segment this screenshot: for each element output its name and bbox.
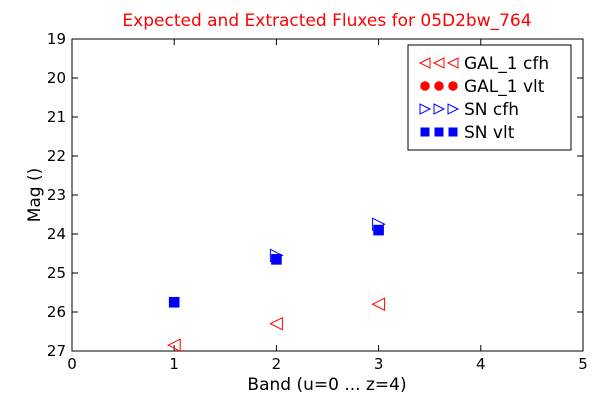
x-tick-label: 2 xyxy=(272,355,282,373)
x-tick-label: 3 xyxy=(374,355,384,373)
x-axis-label: Band (u=0 ... z=4) xyxy=(247,375,406,395)
legend-marker-square xyxy=(420,127,430,137)
data-point-triangle-left xyxy=(371,297,386,312)
y-tick-label: 25 xyxy=(47,264,66,282)
y-tick-label: 20 xyxy=(47,69,66,87)
legend-label: GAL_1 cfh xyxy=(464,54,549,74)
legend-marker-triangle-right xyxy=(433,103,446,115)
data-point-square xyxy=(373,224,384,236)
y-tick-label: 19 xyxy=(47,30,66,48)
x-tick-label: 5 xyxy=(578,355,588,373)
y-tick-label: 27 xyxy=(47,342,66,360)
y-tick-label: 21 xyxy=(47,108,66,126)
data-point-square xyxy=(168,296,180,308)
x-tick-label: 1 xyxy=(169,355,179,373)
y-tick-label: 22 xyxy=(47,147,66,165)
x-tick-label: 0 xyxy=(67,355,77,373)
y-tick-label: 26 xyxy=(47,303,66,321)
legend-marker-triangle-left xyxy=(446,57,459,69)
legend-marker-triangle-right xyxy=(419,103,432,115)
y-axis-label: Mag () xyxy=(25,168,45,223)
data-point-triangle-left xyxy=(167,338,181,352)
legend-marker-triangle-left xyxy=(418,57,431,69)
data-point-triangle-left xyxy=(269,316,283,331)
legend-label: SN cfh xyxy=(464,100,519,120)
legend-label: GAL_1 vlt xyxy=(464,77,545,97)
legend-marker-circle xyxy=(448,81,458,91)
legend-marker-circle xyxy=(434,81,444,91)
data-point-square xyxy=(271,254,282,265)
legend-label: SN vlt xyxy=(464,123,515,143)
data-marks xyxy=(167,217,386,352)
chart-title: Expected and Extracted Fluxes for 05D2bw… xyxy=(122,11,531,31)
legend: GAL_1 cfh GAL_1 vlt SN cfh SN vlt xyxy=(407,44,572,151)
x-tick-label: 4 xyxy=(476,355,486,373)
legend-marker-square xyxy=(434,127,444,137)
y-tick-label: 23 xyxy=(47,186,66,204)
legend-marker-circle xyxy=(420,81,430,91)
y-tick-label: 24 xyxy=(47,225,66,243)
legend-marker-triangle-left xyxy=(432,57,445,69)
legend-marker-square xyxy=(448,127,458,137)
legend-marker-triangle-right xyxy=(447,103,460,115)
